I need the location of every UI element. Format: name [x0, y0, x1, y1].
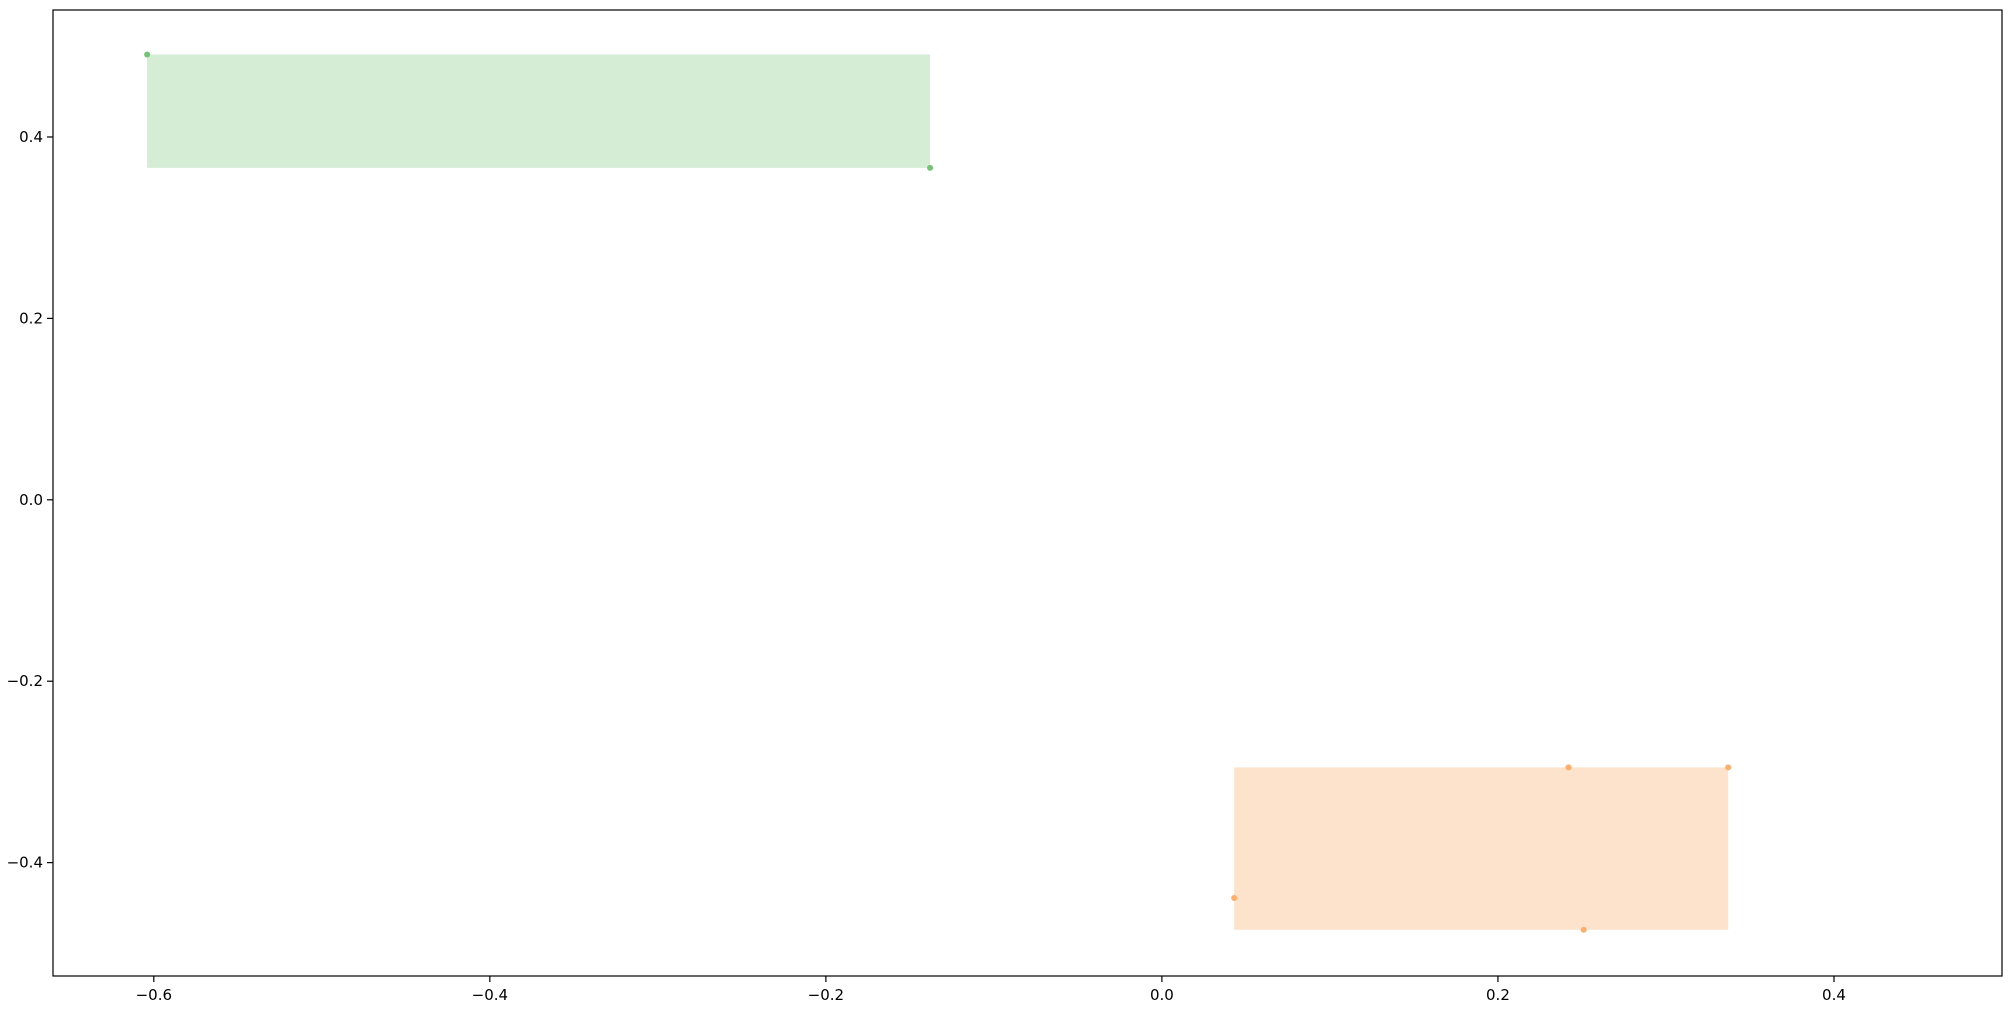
cluster-region-2 — [1234, 767, 1729, 930]
x-axis: −0.6 −0.4 −0.2 0.0 0.2 0.4 — [136, 976, 1846, 1004]
y-tick-label: 0.0 — [19, 491, 43, 509]
x-tick-label: −0.6 — [136, 986, 172, 1004]
data-point — [144, 51, 151, 58]
y-tick-label: 0.4 — [19, 128, 43, 146]
data-point — [927, 164, 934, 171]
x-tick-label: 0.2 — [1486, 986, 1510, 1004]
data-point — [1565, 764, 1572, 771]
y-tick-label: −0.4 — [7, 854, 43, 872]
data-point — [1725, 764, 1732, 771]
x-tick-label: −0.4 — [472, 986, 508, 1004]
y-axis: 0.4 0.2 0.0 −0.2 −0.4 — [7, 128, 53, 872]
y-tick-label: −0.2 — [7, 672, 43, 690]
axes-frame — [52, 9, 2003, 977]
x-tick-label: −0.2 — [808, 986, 844, 1004]
x-tick-label: 0.0 — [1150, 986, 1174, 1004]
data-point — [1231, 894, 1238, 901]
data-point — [1580, 926, 1587, 933]
cluster-region-1 — [147, 54, 931, 168]
plot-area — [144, 51, 1732, 933]
x-tick-label: 0.4 — [1822, 986, 1846, 1004]
y-tick-label: 0.2 — [19, 309, 43, 327]
